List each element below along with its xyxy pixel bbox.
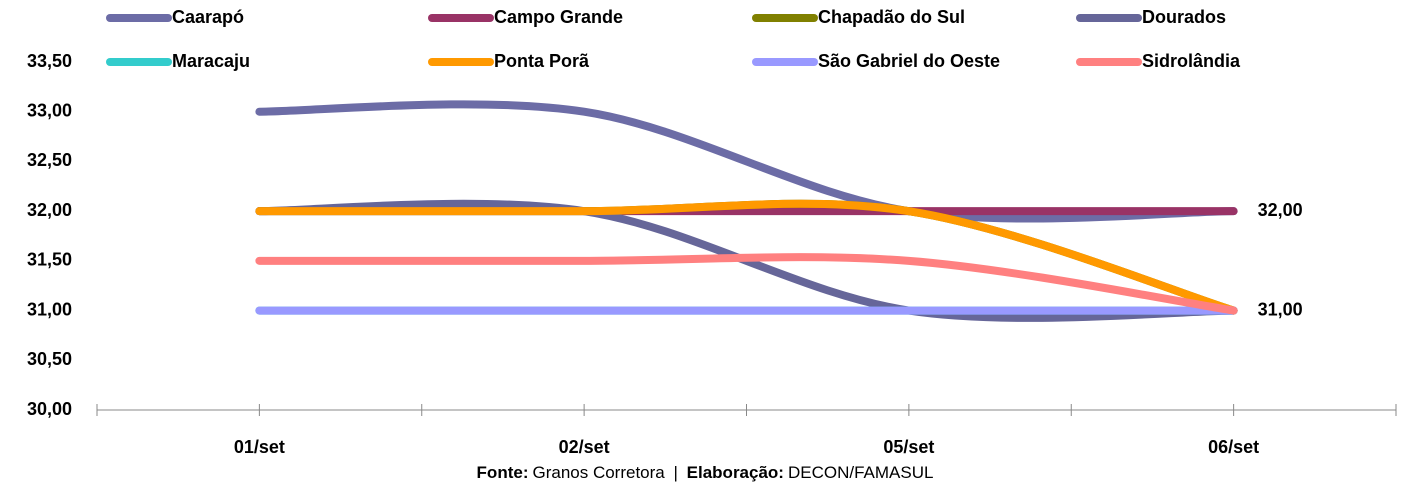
legend-label: São Gabriel do Oeste — [818, 51, 1000, 71]
y-tick-label: 30,00 — [27, 399, 72, 419]
legend-label: Sidrolândia — [1142, 51, 1241, 71]
data-label: 31,00 — [1258, 299, 1303, 319]
data-label: 32,00 — [1258, 200, 1303, 220]
legend-label: Campo Grande — [494, 7, 623, 27]
x-tick-label: 01/set — [234, 437, 285, 457]
y-tick-label: 32,50 — [27, 150, 72, 170]
y-tick-label: 31,50 — [27, 250, 72, 270]
legend-label: Dourados — [1142, 7, 1226, 27]
footer: Fonte: Granos Corretora | Elaboração: DECO… — [0, 463, 1410, 483]
x-tick-label: 06/set — [1208, 437, 1259, 457]
y-tick-label: 33,50 — [27, 51, 72, 71]
y-tick-label: 32,00 — [27, 200, 72, 220]
legend-label: Chapadão do Sul — [818, 7, 965, 27]
series-line — [255, 253, 1238, 315]
y-tick-label: 33,00 — [27, 100, 72, 120]
y-tick-label: 30,50 — [27, 349, 72, 369]
x-tick-label: 05/set — [883, 437, 934, 457]
credit-label: Elaboração: — [686, 463, 784, 482]
source-label: Fonte: — [476, 463, 529, 482]
source: Granos Corretora — [532, 463, 665, 482]
legend-label: Caarapó — [172, 7, 244, 27]
x-tick-label: 02/set — [559, 437, 610, 457]
legend-label: Maracaju — [172, 51, 250, 71]
credit: DECON/FAMASUL — [787, 463, 934, 482]
series-line — [255, 100, 1238, 223]
series-line — [255, 199, 1238, 315]
separator: | — [673, 463, 678, 482]
y-tick-label: 31,00 — [27, 299, 72, 319]
legend-label: Ponta Porã — [494, 51, 590, 71]
